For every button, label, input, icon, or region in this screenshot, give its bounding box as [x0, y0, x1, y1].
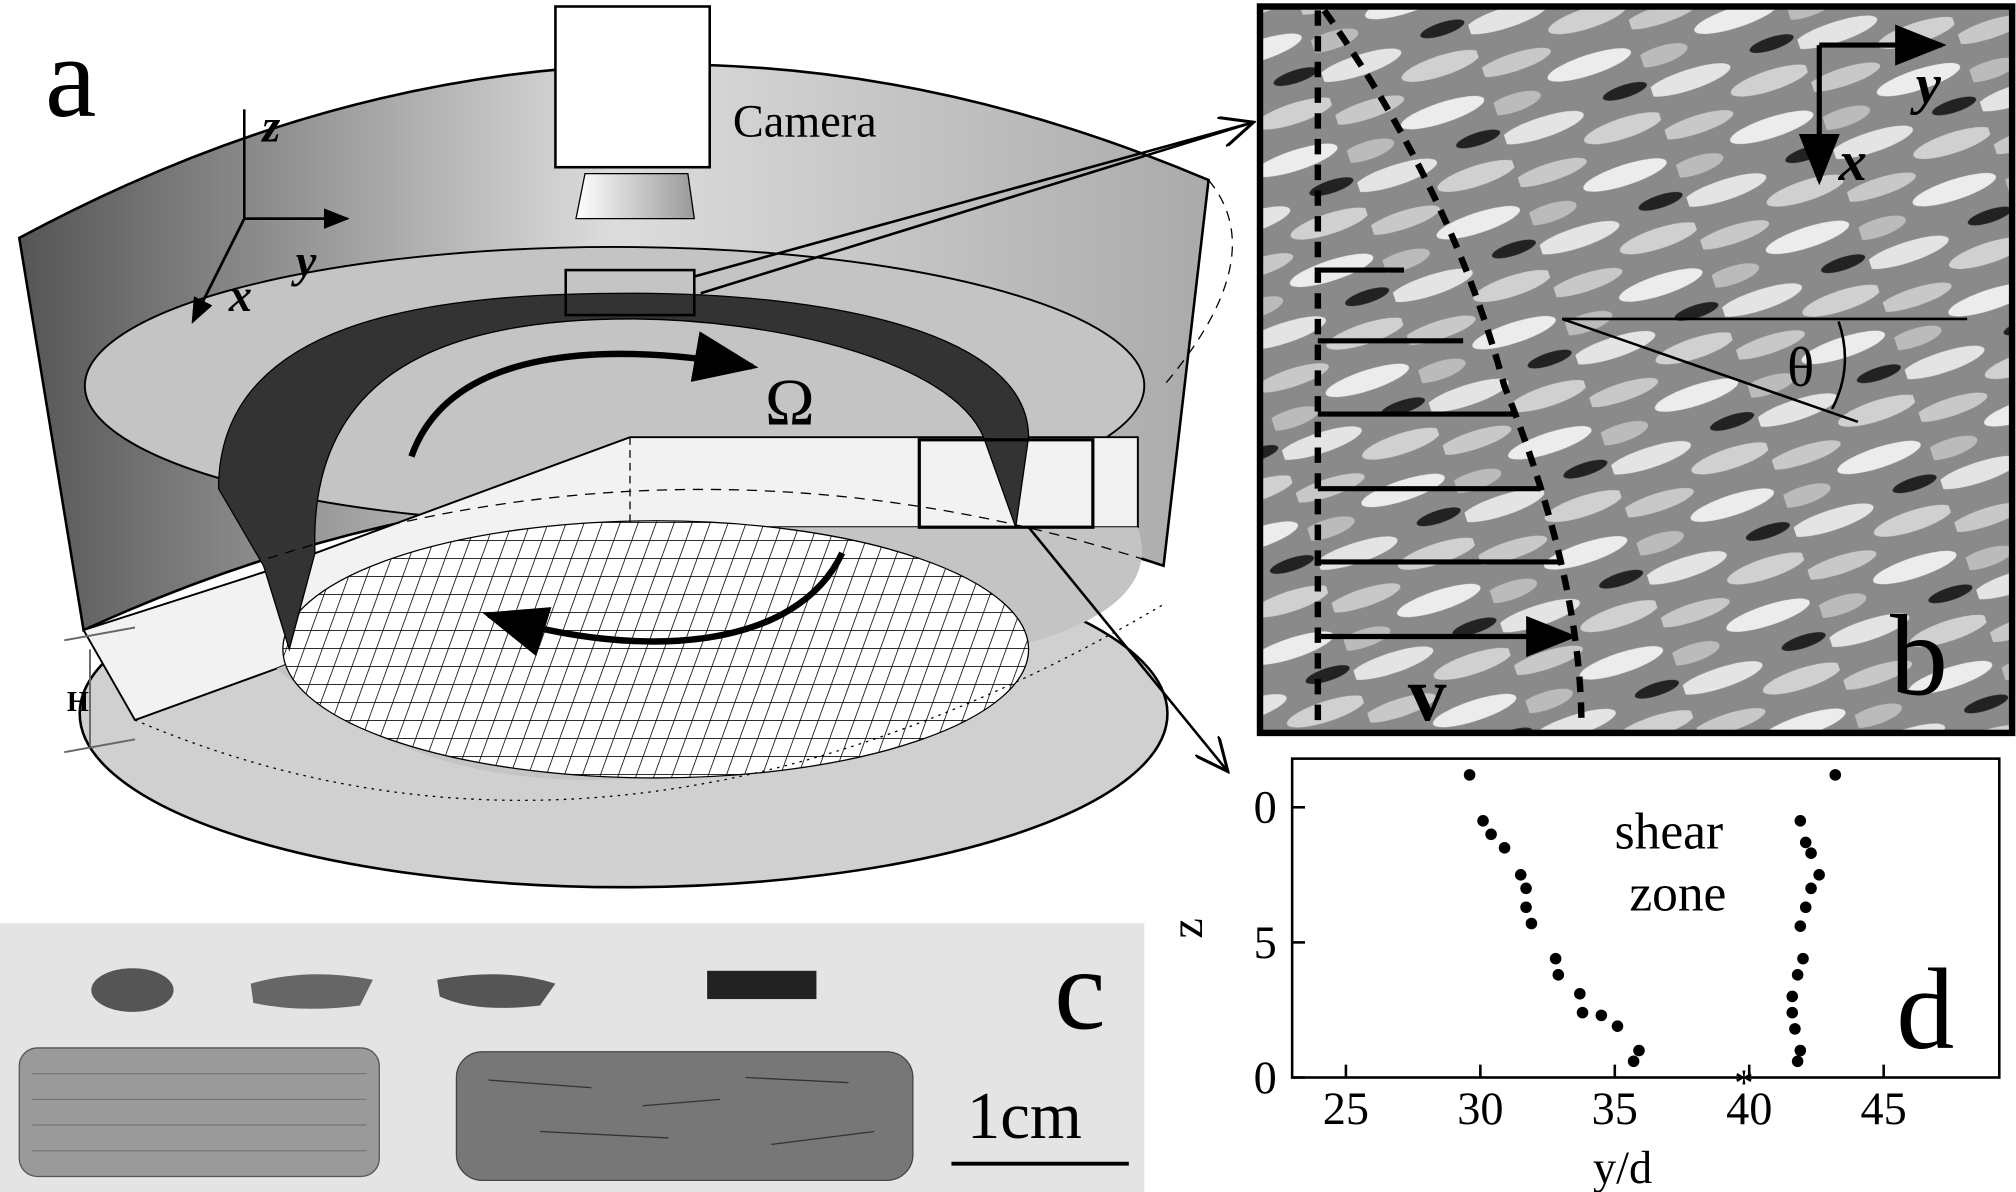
data-point [1627, 1055, 1640, 1068]
panel-label: d [1896, 946, 1954, 1074]
data-point [1525, 917, 1538, 930]
panel-c-shape [32, 1073, 367, 1152]
data-point [1549, 952, 1562, 965]
data-point [1789, 1023, 1801, 1035]
panel-a-shape [693, 120, 1254, 278]
omega-label: Ω [765, 365, 815, 439]
data-point [1463, 769, 1476, 781]
x-tick-label: 30 [1457, 1084, 1503, 1135]
x-tick-label: 45 [1861, 1084, 1907, 1135]
data-point [1829, 769, 1842, 781]
data-point [1633, 1044, 1645, 1057]
panel-c-shape [91, 968, 174, 1012]
x-tick-label: 40 [1726, 1084, 1772, 1135]
x-tick-label: 35 [1592, 1084, 1638, 1135]
data-point [1520, 901, 1532, 914]
panel-d: d y/d z shear zone 25 30 35 40 45 0 5 0 * [1162, 757, 2001, 1192]
panel-b-shape [1561, 317, 1968, 424]
camera-label: Camera [733, 96, 877, 147]
panel-c-shape [250, 974, 373, 1009]
data-point [1552, 969, 1565, 981]
panel-c-shape [18, 1047, 380, 1178]
axis-label: y [291, 237, 317, 288]
data-point [1799, 901, 1812, 914]
plot-frame [1290, 757, 2001, 1079]
data-point [1794, 815, 1807, 827]
data-point [1794, 1044, 1807, 1057]
data-point [1595, 1009, 1608, 1022]
angle-label: θ [1787, 337, 1814, 399]
panel-c-shape [437, 974, 556, 1008]
axis-marker: * [1734, 1063, 1753, 1105]
panel-a-shape [134, 603, 1164, 801]
annotation: zone [1629, 865, 1726, 922]
panel-a-shape [191, 218, 246, 324]
data-point [1805, 882, 1817, 895]
panel-c-shape [707, 970, 817, 1000]
panel-label: c [1054, 927, 1105, 1055]
panel-a-shape [917, 438, 1095, 529]
data-point [1576, 1006, 1589, 1019]
scale-label: 1cm [967, 1079, 1082, 1153]
height-label: H [67, 687, 89, 718]
annotation: shear [1615, 804, 1723, 861]
panel-b: y x θ v b [1256, 3, 2016, 737]
x-tick-label: 25 [1323, 1084, 1369, 1135]
panel-c: c 1cm [0, 923, 1145, 1192]
data-point [1813, 869, 1825, 881]
data-point [1574, 987, 1586, 1000]
panel-a-shape [83, 488, 1164, 631]
panel-a-shape [482, 551, 846, 657]
panel-a-shape [282, 520, 1030, 779]
panel-a-shape [700, 122, 1254, 295]
data-point [1797, 952, 1809, 965]
data-point [1514, 869, 1527, 881]
velocity-label: v [1408, 651, 1447, 737]
panel-a-shape [64, 626, 136, 754]
panel-b-shape [1321, 8, 1585, 727]
axis-label: x [1838, 131, 1867, 193]
panel-c-shape [455, 1051, 914, 1181]
data-point [1794, 920, 1807, 932]
panel-a-shape [408, 331, 759, 458]
data-point [1786, 1006, 1799, 1019]
axis-label: x [228, 271, 252, 322]
data-point [1520, 882, 1532, 895]
data-point [1477, 815, 1489, 827]
axis-label: z [260, 102, 280, 153]
panel-a-shape [217, 292, 1030, 652]
data-point [1786, 990, 1799, 1003]
data-point [1791, 1055, 1804, 1068]
panel-label: b [1890, 592, 1948, 720]
panel-b-shape [1317, 267, 1573, 636]
panel-a: a Camera z y x Ω H [17, 5, 1254, 889]
data-point [1611, 1020, 1624, 1032]
panel-a-shape [554, 5, 712, 169]
y-tick-label: 5 [1254, 918, 1277, 969]
panel-a-shape [1163, 179, 1234, 387]
data-point [1498, 842, 1511, 854]
data-point [1791, 969, 1804, 981]
y-axis-label: z [1162, 918, 1213, 939]
data-point [1805, 847, 1817, 860]
panel-a-shape [575, 173, 696, 220]
panel-b-shape [1256, 3, 2016, 737]
y-tick-label: 0 [1254, 783, 1277, 834]
y-tick-label: 0 [1254, 1053, 1277, 1104]
data-point [1799, 836, 1812, 849]
axis-label: y [1910, 54, 1942, 116]
panel-label: a [45, 14, 96, 142]
panel-a-shape [1027, 526, 1228, 771]
panel-c-shape [488, 1076, 875, 1145]
data-point [1485, 828, 1497, 841]
x-axis-label: y/d [1593, 1143, 1652, 1192]
panel-a-shape [564, 268, 696, 317]
